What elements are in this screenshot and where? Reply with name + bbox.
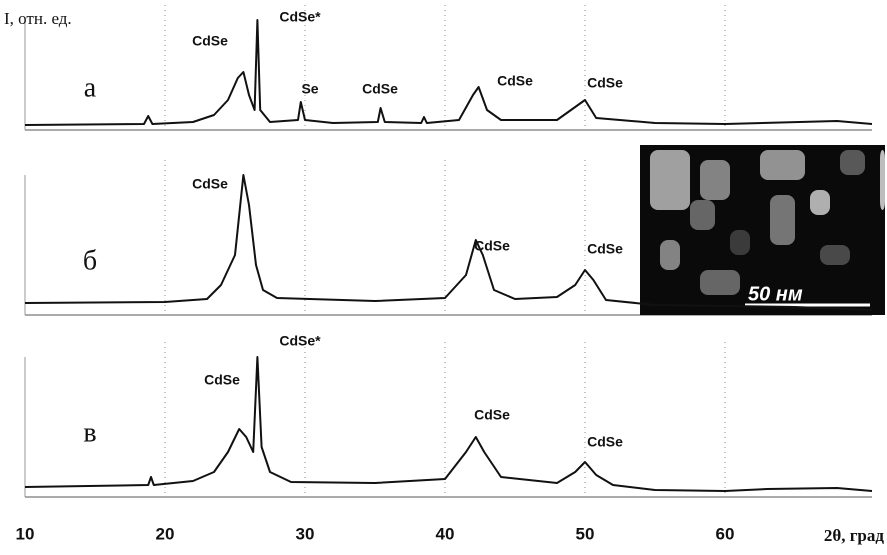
peak-label: CdSe [362,81,398,97]
inset-blob [840,150,865,175]
peak-label: CdSe [192,176,228,192]
y-axis-label: I, отн. ед. [4,9,72,28]
peak-label: Se [301,81,318,97]
panel-label: б [83,245,97,276]
panel-label: в [83,417,96,448]
inset-blob [880,150,885,210]
inset-blob [730,230,750,255]
inset-blob [700,270,740,295]
x-tick-label: 40 [436,524,455,543]
peak-label: CdSe [474,238,510,254]
peak-label: CdSe* [279,333,321,349]
pattern-line [24,19,873,126]
panel-label: а [84,72,97,103]
peak-label: CdSe [587,75,623,91]
pattern-line [24,174,873,311]
x-tick-label: 50 [576,524,595,543]
inset-blob [810,190,830,215]
scale-bar-bg [742,284,872,306]
peak-label: CdSe [204,372,240,388]
peak-label: CdSe [587,241,623,257]
pattern-line [24,356,873,492]
x-axis-label: 2θ, град [824,526,885,545]
x-tick-label: 20 [156,524,175,543]
inset-blob [760,150,805,180]
peak-label: CdSe [192,33,228,49]
x-tick-label: 60 [716,524,735,543]
peak-label: CdSe [474,407,510,423]
inset-blob [650,150,690,210]
inset-image: 50 нм [640,145,885,315]
peak-label: CdSe [587,434,623,450]
x-tick-label: 30 [296,524,315,543]
inset-blob [660,240,680,270]
peak-label: CdSe [497,73,533,89]
peak-label: CdSe* [279,9,321,25]
inset-blob [820,245,850,265]
inset-blob [770,195,795,245]
inset-label: 50 нм [748,283,803,305]
inset-blob [690,200,715,230]
x-tick-label: 10 [16,524,35,543]
inset-blob [700,160,730,200]
